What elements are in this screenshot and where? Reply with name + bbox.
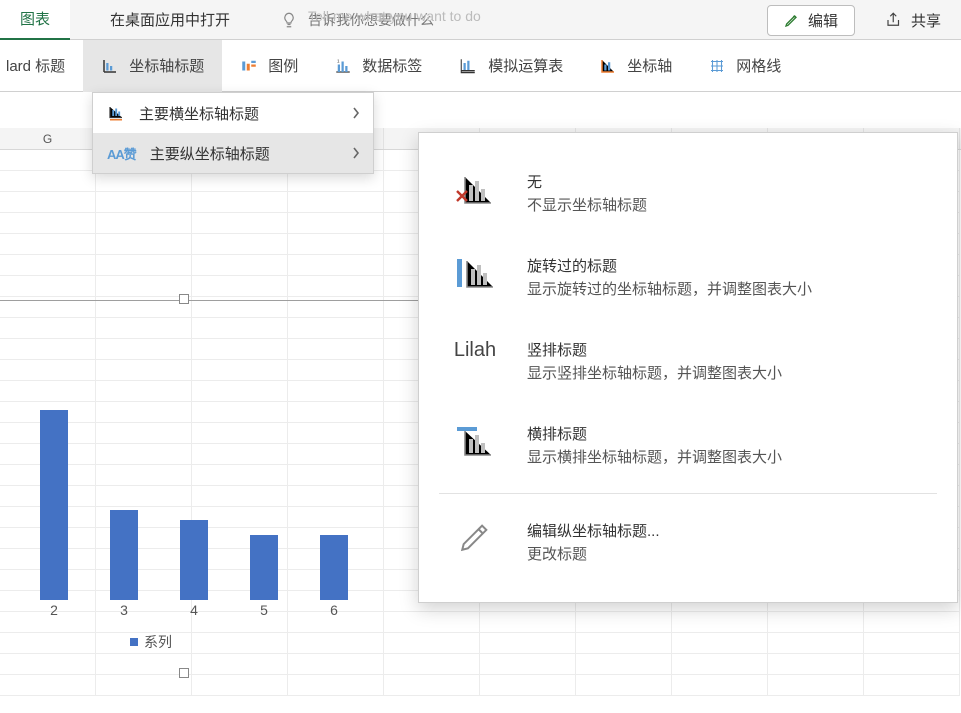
- ribbon-axis-titles[interactable]: 坐标轴标题: [83, 40, 222, 92]
- chevron-right-icon: [351, 147, 361, 159]
- x-label: 6: [320, 602, 348, 618]
- horizontal-title-icon: [455, 423, 495, 461]
- share-label: 共享: [911, 10, 941, 31]
- ribbon-standard-title[interactable]: lard 标题: [0, 40, 83, 92]
- ribbon-legend[interactable]: 图例: [222, 40, 316, 92]
- share-button[interactable]: 共享: [875, 6, 951, 35]
- option-rotated-title-title: 旋转过的标题: [527, 255, 927, 276]
- ribbon-axis-titles-label: 坐标轴标题: [129, 55, 204, 76]
- lightbulb-icon: [280, 11, 298, 29]
- share-icon: [885, 11, 903, 29]
- tell-me-search[interactable]: Tell me what you want to do 告诉我你想要做什么: [280, 10, 434, 30]
- h-axis-icon: [107, 104, 125, 122]
- chart-bars: [20, 370, 420, 600]
- ribbon-data-table-label: 模拟运算表: [488, 55, 563, 76]
- x-label: 3: [110, 602, 138, 618]
- ribbon-data-table[interactable]: 模拟运算表: [440, 40, 581, 92]
- option-vertical-title[interactable]: Lilah 竖排标题 显示竖排坐标轴标题，并调整图表大小: [419, 319, 957, 403]
- option-edit-axis-title[interactable]: 编辑纵坐标轴标题... 更改标题: [419, 500, 957, 584]
- edit-button[interactable]: 编辑: [767, 5, 855, 36]
- axis-title-icon: [101, 57, 119, 75]
- vertical-axis-title-flyout: 无 不显示坐标轴标题 旋转过的标题 显示旋转过的坐标轴标题，并调整图表大小 Li…: [418, 132, 958, 603]
- option-vertical-title-sub: 显示竖排坐标轴标题，并调整图表大小: [527, 362, 927, 383]
- option-horizontal-title-sub: 显示横排坐标轴标题，并调整图表大小: [527, 446, 927, 467]
- chart-ribbon: lard 标题 坐标轴标题 图例 1 数据标签 模拟运算表 坐标轴 网格线: [0, 40, 961, 92]
- rotated-title-icon: [455, 255, 495, 293]
- menu-separator: [439, 493, 937, 494]
- data-table-icon: [458, 57, 478, 75]
- pencil-icon: [458, 520, 492, 554]
- option-none[interactable]: 无 不显示坐标轴标题: [419, 151, 957, 235]
- x-label: 4: [180, 602, 208, 618]
- ribbon-legend-label: 图例: [268, 55, 298, 76]
- chart-legend[interactable]: 系列: [130, 632, 172, 652]
- pencil-icon: [784, 12, 800, 28]
- selection-handle-top[interactable]: [179, 294, 189, 304]
- none-icon: [455, 171, 495, 209]
- ribbon-data-labels[interactable]: 1 数据标签: [316, 40, 440, 92]
- axes-icon: [599, 57, 617, 75]
- option-rotated-title-sub: 显示旋转过的坐标轴标题，并调整图表大小: [527, 278, 927, 299]
- embedded-chart[interactable]: 2 3 4 5 6 系列: [0, 300, 440, 680]
- option-edit-sub: 更改标题: [527, 543, 927, 564]
- bar-6[interactable]: [320, 535, 348, 600]
- legend-swatch: [130, 638, 138, 646]
- gridlines-icon: [708, 57, 726, 75]
- open-in-desktop-link[interactable]: 在桌面应用中打开: [110, 9, 230, 30]
- chart-selection-border: [0, 300, 440, 301]
- tab-chart[interactable]: 图表: [0, 0, 70, 40]
- ribbon-axes-label: 坐标轴: [627, 55, 672, 76]
- ribbon-axes[interactable]: 坐标轴: [581, 40, 690, 92]
- option-vertical-title-title: 竖排标题: [527, 339, 927, 360]
- tab-chart-label: 图表: [20, 8, 50, 29]
- menu-primary-v-label: 主要纵坐标轴标题: [150, 143, 270, 164]
- bar-3[interactable]: [110, 510, 138, 600]
- bar-4[interactable]: [180, 520, 208, 600]
- menu-primary-horizontal-axis-title[interactable]: 主要横坐标轴标题: [93, 93, 373, 133]
- x-label: 5: [250, 602, 278, 618]
- option-edit-title: 编辑纵坐标轴标题...: [527, 520, 927, 541]
- legend-label: 系列: [144, 632, 172, 652]
- ribbon-data-labels-label: 数据标签: [362, 55, 422, 76]
- option-rotated-title[interactable]: 旋转过的标题 显示旋转过的坐标轴标题，并调整图表大小: [419, 235, 957, 319]
- option-none-title: 无: [527, 171, 927, 192]
- x-axis-labels: 2 3 4 5 6: [20, 602, 420, 618]
- option-horizontal-title[interactable]: 横排标题 显示横排坐标轴标题，并调整图表大小: [419, 403, 957, 487]
- menu-primary-vertical-axis-title[interactable]: AA赞 主要纵坐标轴标题: [93, 133, 373, 173]
- option-horizontal-title-title: 横排标题: [527, 423, 927, 444]
- aa-icon: AA赞: [107, 144, 136, 163]
- bar-2[interactable]: [40, 410, 68, 600]
- svg-text:1: 1: [337, 58, 340, 63]
- tell-me-ghost-label: Tell me what you want to do: [308, 8, 481, 24]
- legend-icon: [240, 57, 258, 75]
- edit-label: 编辑: [808, 10, 838, 31]
- data-labels-icon: 1: [334, 57, 352, 75]
- x-label: 2: [40, 602, 68, 618]
- col-header[interactable]: G: [0, 128, 96, 149]
- ribbon-gridlines-label: 网格线: [736, 55, 781, 76]
- open-in-desktop-label: 在桌面应用中打开: [110, 12, 230, 29]
- vertical-text-icon: Lilah: [454, 339, 496, 362]
- bar-5[interactable]: [250, 535, 278, 600]
- axis-titles-dropdown: 主要横坐标轴标题 AA赞 主要纵坐标轴标题: [92, 92, 374, 174]
- chevron-right-icon: [351, 107, 361, 119]
- menu-primary-h-label: 主要横坐标轴标题: [139, 103, 259, 124]
- selection-handle-bottom[interactable]: [179, 668, 189, 678]
- ribbon-gridlines[interactable]: 网格线: [690, 40, 799, 92]
- option-none-sub: 不显示坐标轴标题: [527, 194, 927, 215]
- ribbon-standard-title-label: lard 标题: [6, 55, 65, 76]
